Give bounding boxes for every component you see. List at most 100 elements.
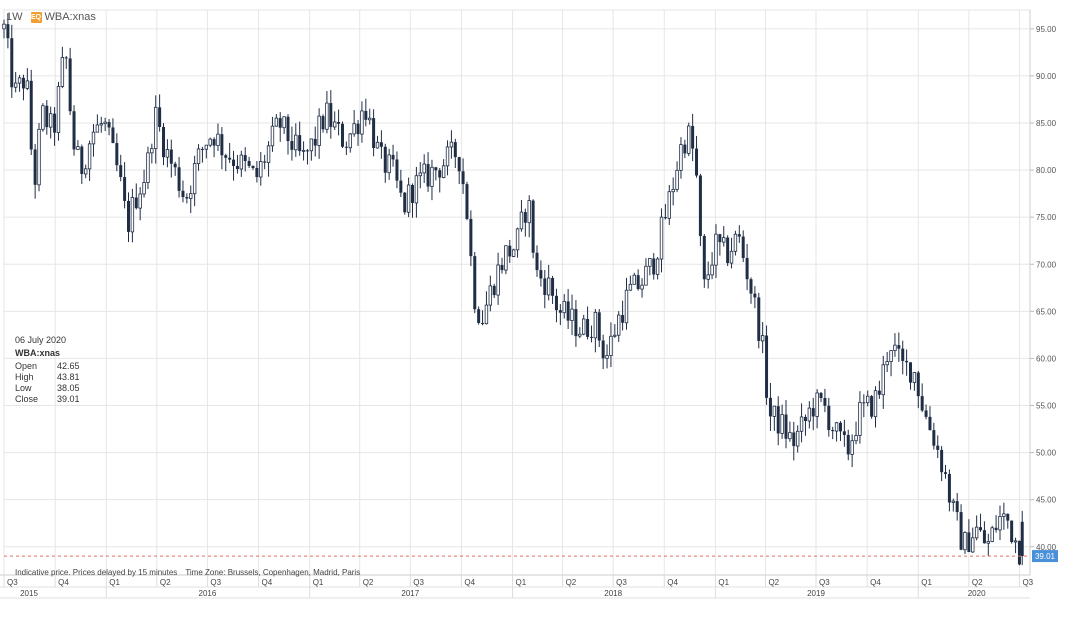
candle xyxy=(979,513,983,532)
candle xyxy=(344,141,348,155)
candle xyxy=(1013,537,1018,554)
candle xyxy=(628,275,633,291)
candle xyxy=(617,311,621,342)
candle-body xyxy=(434,167,438,171)
candle xyxy=(21,74,25,101)
candle xyxy=(263,154,267,170)
candle xyxy=(862,394,866,418)
candle xyxy=(465,181,469,221)
candle-body xyxy=(803,416,807,422)
candle xyxy=(434,166,438,181)
candle-body xyxy=(119,165,123,178)
candle-body xyxy=(574,309,578,337)
candle-body xyxy=(795,430,800,447)
candle xyxy=(788,421,792,442)
candle xyxy=(488,275,493,312)
candle xyxy=(53,107,57,146)
symbol-selector[interactable]: EQ WBA:xnas xyxy=(30,11,96,23)
candle-body xyxy=(589,336,593,338)
candle xyxy=(963,531,967,554)
candle-body xyxy=(733,233,738,252)
candle xyxy=(500,257,504,274)
quarter-label: Q3 xyxy=(7,578,18,587)
candle xyxy=(391,144,395,167)
candle-body xyxy=(99,123,103,126)
candle-body xyxy=(979,527,983,531)
candle-body xyxy=(445,146,450,167)
candle-body xyxy=(873,390,878,418)
candle xyxy=(64,56,68,69)
candle-body xyxy=(356,123,360,135)
candle xyxy=(574,300,578,347)
ohlc-table: Open 42.65 High 43.81 Low 38.05 Close 39… xyxy=(15,360,80,404)
candle-body xyxy=(399,180,403,193)
candle-body xyxy=(91,131,96,145)
candle-body xyxy=(411,184,415,203)
candle xyxy=(967,519,971,553)
candle xyxy=(632,272,636,285)
candle xyxy=(753,286,757,309)
candle xyxy=(897,332,901,362)
candle-body xyxy=(41,105,45,130)
candle-body xyxy=(325,102,329,130)
quarter-label: Q4 xyxy=(464,578,475,587)
candle-body xyxy=(729,250,734,264)
candle xyxy=(138,187,142,221)
candle xyxy=(819,391,823,403)
candle-body xyxy=(990,527,994,542)
candle xyxy=(636,269,640,291)
candle xyxy=(282,116,286,134)
candle xyxy=(737,225,741,243)
candle-body xyxy=(893,344,897,351)
candle xyxy=(364,98,368,127)
candle-body xyxy=(247,160,251,166)
candle-body xyxy=(624,289,629,324)
candle xyxy=(916,370,920,409)
candle-body xyxy=(562,301,566,314)
ohlc-row-close: Close 39.01 xyxy=(15,393,80,404)
candle-body xyxy=(162,126,166,158)
candle xyxy=(185,193,189,204)
candle xyxy=(644,258,648,286)
candle-body xyxy=(909,362,913,383)
candle xyxy=(870,394,874,419)
candle xyxy=(768,382,772,431)
candle-body xyxy=(364,110,368,120)
timeframe-selector[interactable]: 1W xyxy=(6,11,23,23)
candle xyxy=(332,111,337,130)
year-label: 2015 xyxy=(20,589,38,598)
candle xyxy=(1006,513,1010,529)
candle xyxy=(340,121,344,149)
candle xyxy=(842,419,846,447)
candle-body xyxy=(726,237,730,264)
candle-body xyxy=(200,148,204,150)
candle xyxy=(519,199,524,232)
candle xyxy=(998,505,1002,541)
candle-body xyxy=(967,532,971,552)
candle xyxy=(368,108,372,125)
candle-body xyxy=(644,265,648,286)
candle-body xyxy=(1017,540,1021,565)
quarter-label: Q3 xyxy=(616,578,627,587)
candle-body xyxy=(185,197,189,199)
candle-body xyxy=(418,172,422,177)
candle xyxy=(251,165,255,170)
candle xyxy=(173,161,177,176)
y-tick-label: 95.00 xyxy=(1036,25,1057,34)
candle-body xyxy=(636,275,640,290)
candle-body xyxy=(305,150,309,152)
candle xyxy=(403,191,407,215)
candle xyxy=(84,164,88,179)
year-label: 2019 xyxy=(807,589,825,598)
candle-body xyxy=(68,58,72,112)
candle-body xyxy=(142,182,146,195)
candle xyxy=(706,261,710,289)
candle-body xyxy=(173,163,177,168)
chart-footer: Indicative price. Prices delayed by 15 m… xyxy=(15,568,360,577)
year-label: 2016 xyxy=(199,589,217,598)
candle xyxy=(461,158,465,194)
candle xyxy=(255,161,259,183)
candle xyxy=(80,144,84,185)
candle xyxy=(850,434,854,468)
